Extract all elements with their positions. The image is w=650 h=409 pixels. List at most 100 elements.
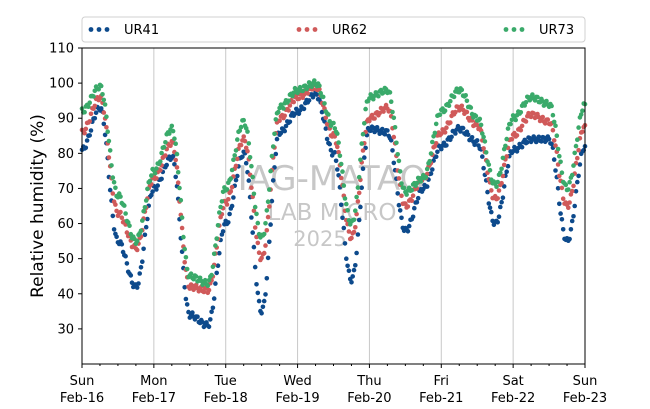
- data-point: [335, 167, 340, 172]
- data-point: [278, 130, 284, 136]
- data-point: [412, 205, 417, 211]
- data-point: [356, 217, 362, 223]
- data-point: [569, 172, 575, 178]
- x-tick-day: Sun: [70, 374, 95, 389]
- data-point: [331, 120, 336, 126]
- data-point: [567, 179, 572, 185]
- data-point: [134, 285, 140, 290]
- data-point: [233, 177, 239, 183]
- data-point: [205, 283, 211, 289]
- data-point: [209, 272, 214, 278]
- data-point: [360, 166, 366, 171]
- data-point: [224, 187, 230, 192]
- data-point: [101, 110, 107, 115]
- data-point: [286, 108, 291, 113]
- series-UR73: [79, 78, 588, 289]
- data-point: [245, 129, 250, 134]
- data-point: [228, 189, 234, 194]
- data-point: [578, 112, 584, 117]
- data-point: [518, 127, 524, 133]
- data-point: [137, 271, 142, 276]
- data-point: [405, 229, 411, 234]
- data-point: [377, 110, 383, 116]
- x-tick-date: Feb-20: [347, 391, 391, 406]
- data-point: [549, 141, 554, 147]
- data-point: [559, 185, 565, 191]
- data-point: [499, 166, 504, 172]
- data-point: [281, 106, 286, 111]
- data-point: [354, 250, 359, 256]
- data-point: [573, 143, 579, 149]
- data-point: [102, 132, 108, 138]
- data-point: [337, 153, 343, 159]
- data-point: [390, 148, 395, 153]
- data-point: [107, 187, 113, 193]
- data-point: [272, 131, 277, 137]
- data-point: [149, 192, 154, 198]
- data-point: [409, 198, 415, 203]
- data-point: [147, 178, 153, 184]
- data-point: [179, 225, 185, 231]
- data-point: [232, 153, 237, 158]
- data-point: [179, 215, 185, 220]
- data-point: [327, 141, 333, 147]
- data-point: [124, 230, 130, 235]
- data-point: [184, 266, 190, 272]
- data-point: [551, 138, 557, 143]
- data-point: [324, 136, 330, 142]
- watermark-line-2: LAB MICRO: [268, 200, 397, 226]
- data-point: [410, 214, 416, 220]
- data-point: [190, 310, 195, 315]
- data-point: [399, 181, 404, 186]
- data-point: [211, 251, 217, 257]
- legend-label: UR41: [124, 23, 159, 38]
- data-point: [168, 143, 173, 148]
- data-point: [260, 304, 266, 310]
- data-point: [93, 110, 99, 115]
- x-tick-date: Feb-17: [132, 391, 176, 406]
- data-point: [571, 163, 576, 168]
- data-point: [113, 202, 118, 207]
- data-point: [215, 223, 221, 228]
- data-point: [317, 83, 322, 88]
- data-point: [200, 319, 205, 325]
- data-point: [428, 151, 434, 156]
- data-point: [265, 214, 271, 220]
- data-point: [268, 168, 273, 174]
- data-point: [391, 160, 397, 166]
- data-point: [227, 211, 232, 217]
- data-point: [123, 253, 128, 259]
- data-point: [173, 174, 178, 180]
- data-point: [563, 182, 569, 188]
- data-point: [175, 170, 181, 175]
- data-point: [405, 204, 411, 209]
- data-point: [246, 178, 252, 183]
- data-point: [504, 136, 510, 142]
- data-point: [182, 260, 187, 265]
- data-point: [387, 90, 393, 95]
- data-point: [486, 162, 492, 167]
- data-point: [344, 201, 349, 207]
- data-point: [359, 185, 365, 190]
- data-point: [110, 175, 116, 180]
- data-point: [181, 234, 186, 240]
- data-point: [342, 196, 348, 201]
- x-axis: Sun Feb-16 Mon Feb-17 Tue Feb-18 Wed Feb-19 Thu F…: [60, 364, 607, 406]
- data-point: [172, 162, 177, 167]
- data-point: [164, 162, 169, 168]
- data-point: [138, 228, 144, 233]
- data-point: [96, 87, 101, 92]
- data-point: [559, 217, 565, 222]
- data-point: [566, 205, 571, 210]
- data-point: [86, 104, 91, 109]
- data-point: [252, 264, 258, 270]
- data-point: [404, 192, 409, 197]
- data-point: [149, 173, 154, 178]
- data-point: [553, 168, 558, 173]
- data-point: [254, 211, 259, 217]
- data-point: [206, 278, 212, 283]
- data-point: [113, 185, 118, 191]
- data-point: [442, 130, 448, 135]
- data-point: [504, 169, 510, 174]
- data-point: [518, 110, 524, 115]
